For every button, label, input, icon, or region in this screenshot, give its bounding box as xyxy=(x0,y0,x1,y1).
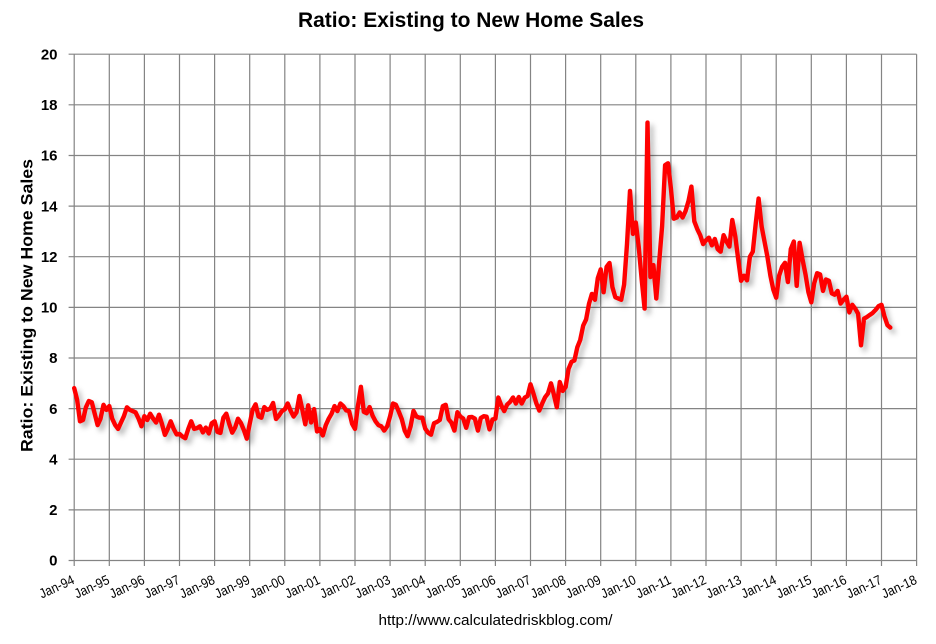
svg-text:14: 14 xyxy=(41,198,58,215)
svg-text:4: 4 xyxy=(49,451,58,468)
svg-text:6: 6 xyxy=(49,401,57,418)
svg-text:Ratio: Existing to New Home Sa: Ratio: Existing to New Home Sales xyxy=(298,9,644,32)
svg-text:Ratio: Existing to New Home Sa: Ratio: Existing to New Home Sales xyxy=(18,159,37,452)
svg-text:12: 12 xyxy=(41,249,58,266)
svg-text:0: 0 xyxy=(49,553,57,570)
svg-text:18: 18 xyxy=(41,97,58,114)
svg-text:20: 20 xyxy=(41,46,58,63)
svg-text:http://www.calculatedriskblog.: http://www.calculatedriskblog.com/ xyxy=(379,612,614,629)
svg-text:2: 2 xyxy=(49,502,57,519)
svg-text:8: 8 xyxy=(49,350,57,367)
svg-text:16: 16 xyxy=(41,148,58,165)
svg-text:10: 10 xyxy=(41,300,58,317)
